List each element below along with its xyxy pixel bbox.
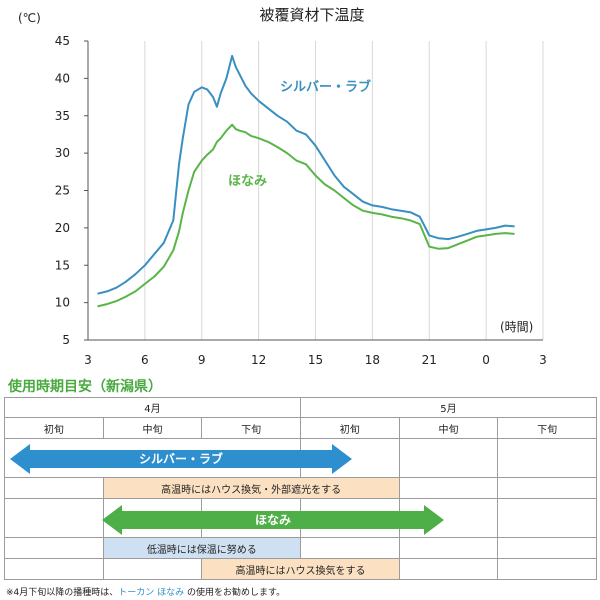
series-line-honami: [97, 123, 515, 308]
schedule-table: 4月 5月 初旬 中旬 下旬 初旬 中旬 下旬 高温時にはハウス換気・外部遮光を…: [4, 397, 598, 580]
honami-arrow: ほなみ: [102, 505, 444, 535]
x-tick-label: 0: [482, 353, 490, 367]
x-tick-label: 3: [84, 353, 92, 367]
footnote: ※4月下旬以降の播種時は、トーカン ほなみ の使用をお勧めします。: [6, 585, 285, 598]
x-tick-label: 15: [308, 353, 323, 367]
month-may: 5月: [299, 397, 598, 418]
period-cell: 中旬: [398, 417, 499, 439]
silver-arrow: シルバー・ラブ: [10, 444, 352, 474]
y-tick-label: 5: [62, 333, 70, 347]
period-cell: 初旬: [299, 417, 400, 439]
y-tick-label: 20: [55, 221, 70, 235]
band-honami-high-temp: 高温時にはハウス換気をする: [201, 558, 400, 580]
y-axis-label: (℃): [18, 11, 41, 25]
y-tick-label: 15: [55, 258, 70, 272]
temperature-chart: 被覆資材下温度 (℃) (時間) 3 6 9 12 15 18 21 0 35101520253…: [18, 6, 547, 367]
series-line-silver: [97, 54, 515, 295]
x-tick-label: 6: [141, 353, 149, 367]
x-tick-label: 3: [539, 353, 547, 367]
series-label-honami: ほなみ: [228, 174, 267, 189]
footnote-prefix: ※4月下旬以降の播種時は、: [6, 588, 119, 598]
x-tick-label: 9: [198, 353, 206, 367]
period-cell: 初旬: [4, 417, 104, 439]
y-tick-label: 25: [55, 184, 70, 198]
chart-title: 被覆資材下温度: [259, 6, 364, 24]
grid-lines: [87, 41, 544, 340]
schedule-title: 使用時期目安（新潟県）: [8, 379, 162, 395]
x-tick-label: 21: [422, 353, 437, 367]
period-cell: 下旬: [201, 417, 301, 439]
x-tick-label: 18: [365, 353, 380, 367]
band-honami-low-temp: 低温時には保温に努める: [102, 537, 301, 559]
series-lines: [97, 54, 515, 308]
y-tick-label: 35: [55, 109, 70, 123]
x-tick-label: 12: [251, 353, 266, 367]
footnote-suffix: の使用をお勧めします。: [184, 588, 286, 598]
y-tick-label: 10: [55, 296, 70, 310]
y-tick-label: 30: [55, 146, 70, 160]
footnote-highlight: トーカン ほなみ: [118, 588, 185, 598]
silver-arrow-label: シルバー・ラブ: [138, 452, 223, 466]
x-axis-label: (時間): [500, 320, 533, 334]
band-silver-high-temp: 高温時にはハウス換気・外部遮光をする: [102, 477, 400, 499]
month-april: 4月: [4, 397, 301, 418]
y-tick-label: 45: [55, 34, 70, 48]
honami-arrow-label: ほなみ: [254, 513, 291, 527]
series-label-silver: シルバー・ラブ: [280, 79, 371, 95]
period-cell: 下旬: [497, 417, 597, 439]
period-cell: 中旬: [102, 417, 203, 439]
y-tick-label: 40: [55, 71, 70, 85]
